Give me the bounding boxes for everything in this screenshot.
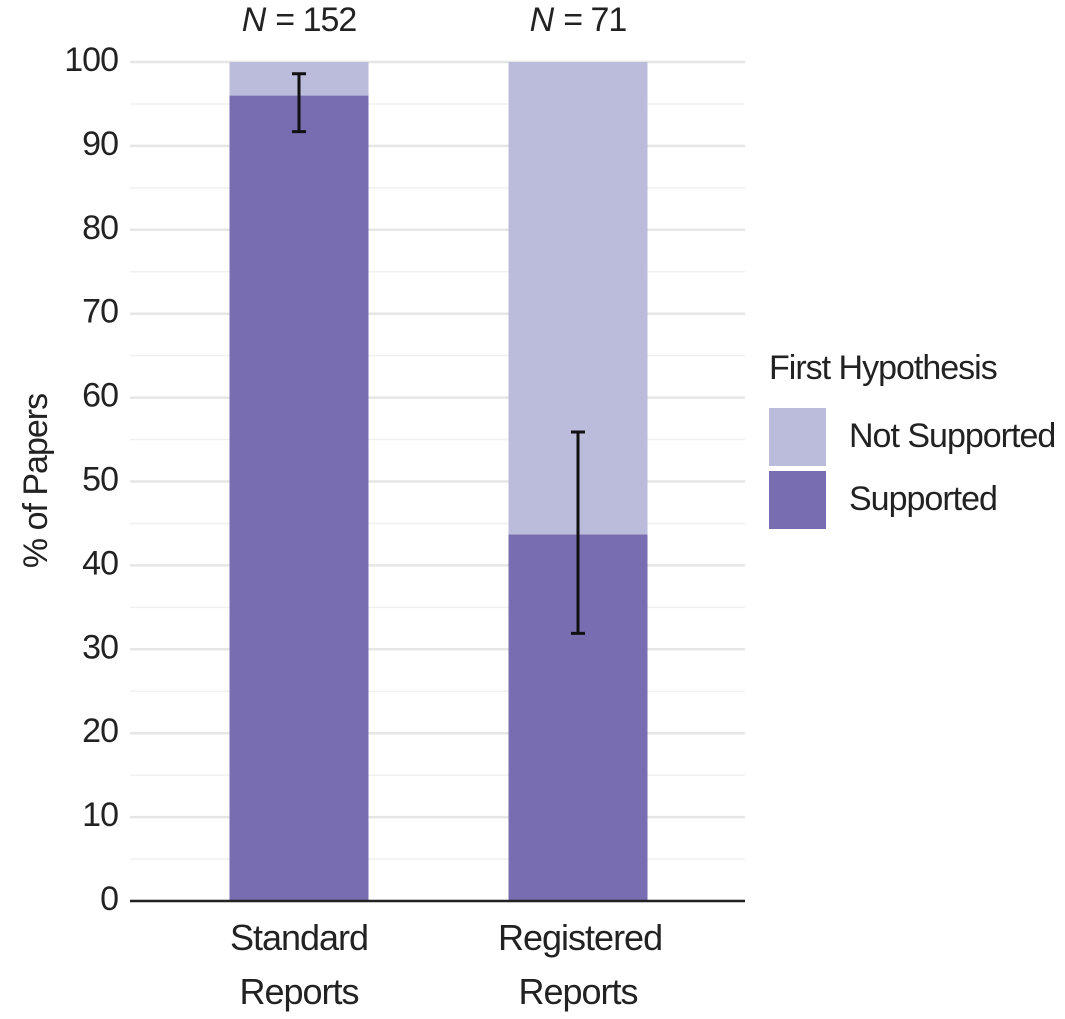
error-bar (571, 430, 585, 635)
y-tick-label: 50 (82, 460, 118, 498)
legend-label: Not Supported (849, 417, 1055, 455)
legend-title: First Hypothesis (769, 349, 997, 387)
y-tick-label: 20 (82, 712, 118, 750)
n-label: N = 71 (530, 1, 627, 39)
x-tick-label: Standard Reports (229, 917, 369, 1012)
n-label: N = 152 (242, 1, 357, 39)
legend-label: Supported (849, 480, 997, 518)
legend-key (769, 408, 826, 466)
error-bar (292, 72, 306, 134)
y-tick-label: 80 (82, 209, 118, 247)
y-tick-label: 10 (82, 796, 118, 834)
y-axis-label: % of Papers (17, 394, 55, 568)
y-tick-label: 0 (100, 880, 118, 918)
legend-key (769, 471, 826, 529)
y-tick-label: 30 (82, 628, 118, 666)
n-value: = 152 (275, 1, 356, 39)
y-tick-label: 70 (82, 293, 118, 331)
n-symbol: N (242, 1, 267, 39)
n-value: = 71 (563, 1, 626, 39)
y-tick-label: 40 (82, 544, 118, 582)
y-tick-label: 60 (82, 377, 118, 415)
n-symbol: N (530, 1, 555, 39)
bar-segment (229, 95, 369, 901)
y-tick-label: 90 (82, 125, 118, 163)
x-tick-label: Registered Reports (498, 917, 663, 1012)
y-tick-label: 100 (64, 41, 118, 79)
